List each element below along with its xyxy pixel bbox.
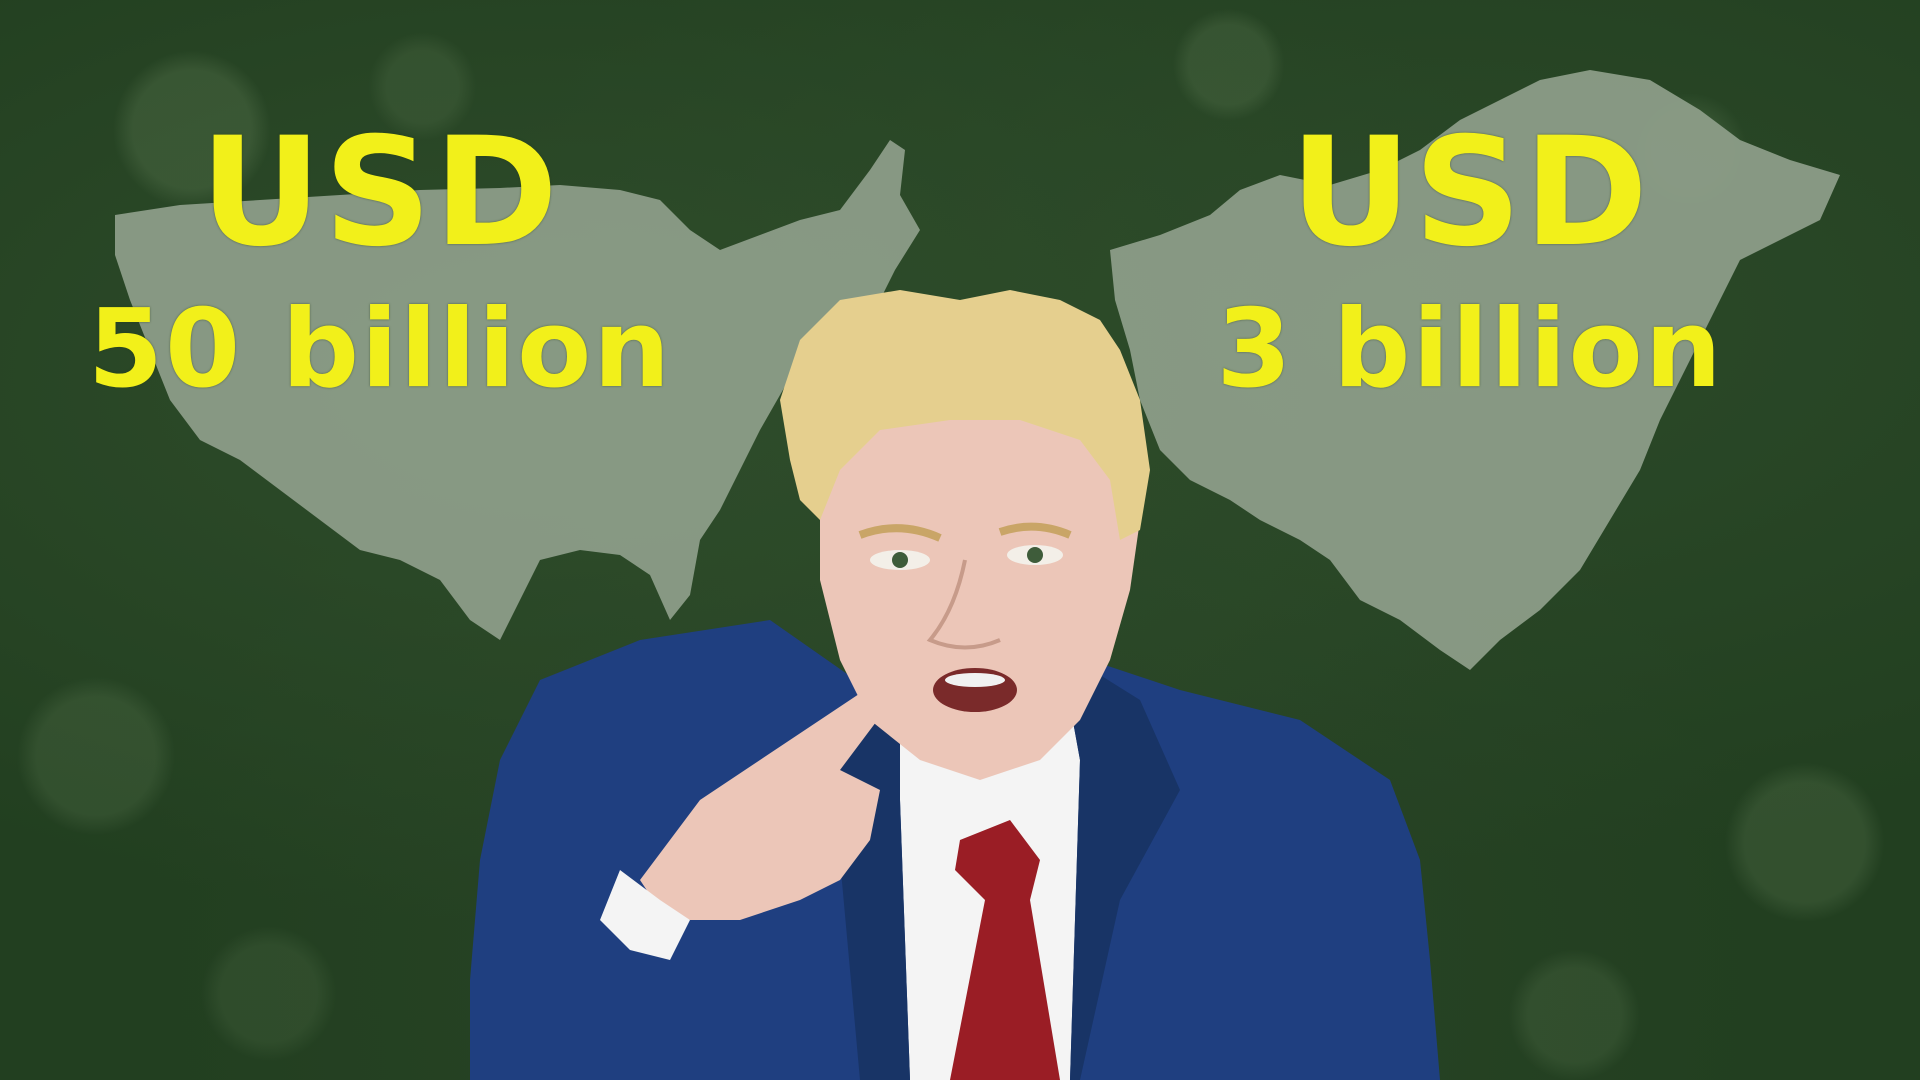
necktie-icon (950, 820, 1060, 1080)
shirt-cuff-icon (600, 870, 690, 960)
hair-icon (780, 290, 1150, 540)
lapel-icon (1060, 650, 1180, 1080)
nose-icon (926, 559, 1001, 650)
left-pupil-icon (892, 552, 908, 568)
left-value-label: USD 50 billion (30, 118, 730, 404)
teeth-icon (945, 673, 1005, 687)
right-amount-text: 3 billion (1216, 287, 1724, 412)
left-amount-text: 50 billion (87, 287, 673, 412)
face-icon (820, 400, 1140, 780)
right-pupil-icon (1027, 547, 1043, 563)
pointing-hand-icon (640, 680, 900, 920)
eyebrow-icon (858, 524, 942, 542)
china-map-icon (1110, 70, 1840, 670)
right-currency-text: USD (1289, 106, 1651, 280)
right-value-label: USD 3 billion (1160, 118, 1780, 404)
left-currency-text: USD (199, 106, 561, 280)
eyebrow-icon (998, 522, 1072, 539)
usa-map-icon (115, 140, 920, 640)
